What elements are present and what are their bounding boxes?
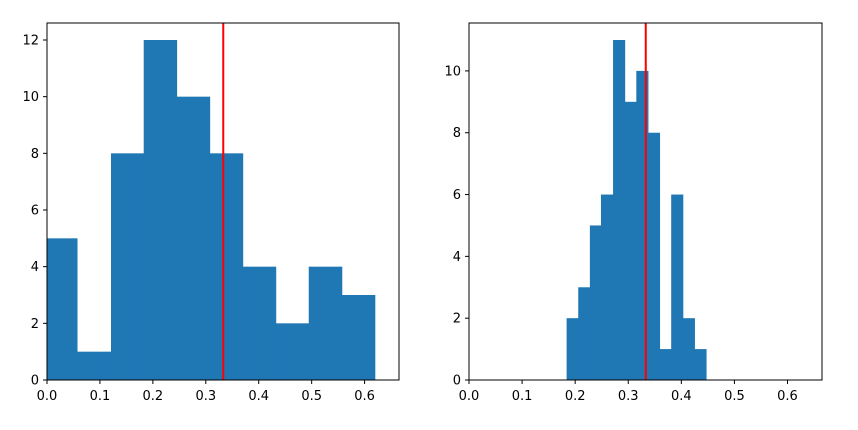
x-tick-label: 0.0 bbox=[37, 389, 58, 404]
y-tick-label: 6 bbox=[453, 188, 461, 203]
histogram-bar bbox=[659, 349, 672, 380]
histogram-bar bbox=[566, 318, 579, 380]
histogram-bar bbox=[694, 349, 707, 380]
left-histogram: 0.0 0.1 0.2 0.3 0.4 0.5 0.6 0 2 4 6 8 10 12 bbox=[22, 22, 400, 404]
x-tick-label: 0.3 bbox=[618, 389, 639, 404]
histogram-bar bbox=[47, 238, 78, 380]
histogram-bar bbox=[209, 153, 244, 380]
x-tick-label: 0.2 bbox=[565, 389, 586, 404]
right-histogram: 0.0 0.1 0.2 0.3 0.4 0.5 0.6 0 2 4 6 8 10 bbox=[444, 22, 823, 404]
y-tick-label: 10 bbox=[22, 90, 39, 105]
histogram-bar bbox=[589, 225, 602, 380]
x-tick-label: 0.0 bbox=[459, 389, 480, 404]
x-tick-label: 0.4 bbox=[248, 389, 269, 404]
histogram-bar bbox=[624, 101, 637, 381]
histogram-bar bbox=[341, 295, 376, 380]
y-tick-label: 2 bbox=[453, 312, 461, 327]
axes-frame bbox=[46, 22, 400, 381]
y-tick-label: 2 bbox=[31, 317, 39, 332]
histogram-bar bbox=[308, 266, 343, 380]
y-tick-label: 0 bbox=[31, 374, 39, 389]
y-tick-label: 6 bbox=[31, 204, 39, 219]
histogram-bar bbox=[275, 323, 310, 380]
histogram-bar bbox=[110, 153, 145, 380]
x-tick-label: 0.1 bbox=[512, 389, 533, 404]
x-tick-label: 0.6 bbox=[777, 389, 798, 404]
y-tick-label: 10 bbox=[444, 64, 461, 79]
y-tick-label: 4 bbox=[31, 260, 39, 275]
x-tick-label: 0.2 bbox=[143, 389, 164, 404]
x-tick-label: 0.1 bbox=[90, 389, 111, 404]
axes-frame bbox=[468, 22, 823, 381]
histogram-bar bbox=[613, 40, 626, 380]
y-tick-label: 8 bbox=[31, 147, 39, 162]
histogram-bar bbox=[242, 266, 277, 380]
x-tick-label: 0.6 bbox=[354, 389, 375, 404]
x-tick-label: 0.4 bbox=[671, 389, 692, 404]
histogram-bar bbox=[671, 194, 684, 380]
y-tick-label: 12 bbox=[22, 34, 39, 49]
x-tick-label: 0.5 bbox=[724, 389, 745, 404]
y-tick-label: 4 bbox=[453, 250, 461, 265]
histogram-bar bbox=[143, 40, 178, 380]
histogram-bar bbox=[578, 287, 591, 380]
y-tick-label: 0 bbox=[453, 374, 461, 389]
histogram-bar bbox=[176, 96, 211, 381]
y-tick-label: 8 bbox=[453, 126, 461, 141]
histogram-bar bbox=[682, 318, 695, 380]
x-tick-label: 0.3 bbox=[195, 389, 216, 404]
histogram-bar bbox=[600, 194, 614, 380]
histogram-bar bbox=[77, 351, 112, 380]
histogram-bar bbox=[647, 132, 661, 380]
x-tick-label: 0.5 bbox=[301, 389, 322, 404]
